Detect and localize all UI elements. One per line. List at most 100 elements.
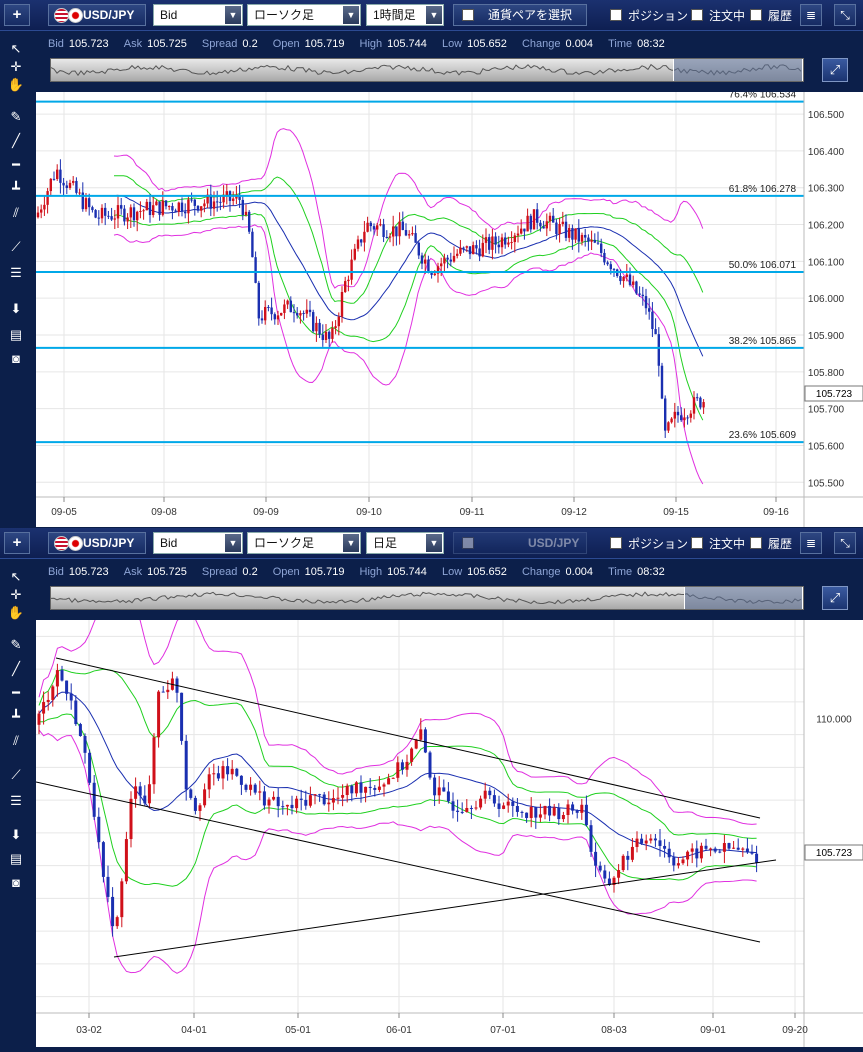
- candle-body: [612, 877, 616, 886]
- vertical-line-icon[interactable]: ┻: [12, 181, 20, 196]
- upper-trendline[interactable]: [55, 657, 761, 819]
- zoom-fit-icon[interactable]: ⤢: [822, 58, 848, 82]
- crosshair-icon[interactable]: ✛: [10, 59, 22, 74]
- timeframe-select[interactable]: 1時間足 ▼: [366, 4, 444, 26]
- candle-body: [145, 201, 148, 211]
- candle-body: [459, 247, 462, 254]
- horizontal-line-icon[interactable]: ━: [12, 157, 20, 172]
- fan-icon[interactable]: ⟋: [11, 239, 21, 254]
- position-checkbox[interactable]: [610, 537, 622, 549]
- pen-icon[interactable]: ✎: [10, 109, 22, 124]
- fibonacci-icon[interactable]: ☰: [10, 793, 22, 808]
- candle-body: [267, 306, 270, 308]
- menu-icon[interactable]: ≣: [800, 4, 822, 26]
- camera-icon[interactable]: ◙: [12, 875, 20, 890]
- candle-body: [481, 242, 484, 257]
- download-icon[interactable]: ⬇: [10, 827, 22, 842]
- vertical-line-icon[interactable]: ┻: [12, 709, 20, 724]
- candle-body: [713, 848, 717, 852]
- pen-icon[interactable]: ✎: [10, 637, 22, 652]
- candle-body: [428, 752, 432, 778]
- daily-chart-area[interactable]: 110.000 03-02 04-01 05-01 06-01 07-01 08-03 09…: [35, 578, 863, 1047]
- hand-icon[interactable]: ✋: [7, 77, 25, 92]
- navigator-handle[interactable]: [684, 587, 803, 609]
- list-icon[interactable]: ▤: [9, 327, 23, 342]
- menu-icon[interactable]: ≣: [800, 532, 822, 554]
- candle-body: [72, 180, 75, 183]
- history-checkbox[interactable]: [750, 9, 762, 21]
- candle-body: [308, 795, 312, 806]
- candle-body: [478, 248, 481, 257]
- channel-icon[interactable]: ⫽: [13, 733, 19, 748]
- crosshair-icon[interactable]: ✛: [10, 587, 22, 602]
- navigator-scrollbar[interactable]: [50, 586, 804, 610]
- lower-trendline[interactable]: [35, 781, 761, 943]
- candle-body: [305, 309, 308, 314]
- fan-icon[interactable]: ⟋: [11, 767, 21, 782]
- orders-checkbox[interactable]: [691, 537, 703, 549]
- currency-pair-button[interactable]: USD/JPY: [48, 4, 146, 26]
- candle-body: [398, 221, 401, 237]
- navigator-handle[interactable]: [673, 59, 803, 81]
- price-type-select[interactable]: Bid ▼: [153, 4, 243, 26]
- candle-body: [120, 205, 123, 209]
- candle-body: [318, 322, 321, 335]
- candle-body: [755, 853, 759, 863]
- navigator-scrollbar[interactable]: [50, 58, 804, 82]
- candle-body: [94, 210, 97, 218]
- candle-body: [649, 838, 653, 841]
- candle-body: [353, 248, 356, 260]
- chart-style-select[interactable]: ローソク足 ▼: [247, 532, 361, 554]
- candle-body: [417, 242, 420, 256]
- candle-body: [74, 700, 78, 725]
- chart-style-select[interactable]: ローソク足 ▼: [247, 4, 361, 26]
- candle-body: [206, 194, 209, 204]
- candle-body: [658, 840, 662, 846]
- candle-body: [446, 791, 450, 802]
- candle-body: [411, 233, 414, 235]
- select-pair-checkbox[interactable]: [462, 9, 474, 21]
- price-type-select[interactable]: Bid ▼: [153, 532, 243, 554]
- zoom-fit-icon[interactable]: ⤢: [822, 586, 848, 610]
- add-chart-button[interactable]: +: [4, 532, 30, 554]
- candle-body: [203, 789, 207, 806]
- pointer-icon[interactable]: ↖: [10, 569, 22, 584]
- timeframe-select[interactable]: 日足 ▼: [366, 532, 444, 554]
- candle-body: [244, 211, 248, 215]
- history-label: 履歴: [768, 9, 793, 23]
- collapse-icon[interactable]: ⤡: [834, 532, 856, 554]
- trendline-icon[interactable]: ╱: [12, 133, 20, 148]
- candle-body: [372, 226, 376, 230]
- orders-checkbox[interactable]: [691, 9, 703, 21]
- candle-body: [120, 881, 124, 918]
- position-checkbox[interactable]: [610, 9, 622, 21]
- currency-pair-button[interactable]: USD/JPY: [48, 532, 146, 554]
- candle-body: [452, 255, 456, 262]
- candle-body: [322, 794, 326, 805]
- support-trendline[interactable]: [113, 859, 777, 958]
- daily-candlestick-chart[interactable]: 110.000 03-02 04-01 05-01 06-01 07-01 08-03 09…: [35, 578, 863, 1047]
- pointer-icon[interactable]: ↖: [10, 41, 22, 56]
- trendline-icon[interactable]: ╱: [12, 661, 20, 676]
- candle-body: [258, 791, 262, 793]
- candle-body: [190, 199, 193, 201]
- candle-body: [672, 857, 676, 866]
- history-checkbox[interactable]: [750, 537, 762, 549]
- download-icon[interactable]: ⬇: [10, 301, 22, 316]
- add-chart-button[interactable]: +: [4, 4, 30, 26]
- y-tick-label: 105.600: [808, 441, 845, 452]
- horizontal-line-icon[interactable]: ━: [12, 685, 20, 700]
- hand-icon[interactable]: ✋: [7, 605, 25, 620]
- candle-body: [593, 239, 596, 243]
- list-icon[interactable]: ▤: [9, 851, 23, 866]
- collapse-icon[interactable]: ⤡: [834, 4, 856, 26]
- y-tick-label: 106.000: [808, 294, 845, 305]
- channel-icon[interactable]: ⫽: [13, 205, 19, 220]
- camera-icon[interactable]: ◙: [12, 351, 20, 366]
- hourly-chart-area[interactable]: 76.4% 106.534 61.8% 106.278 50.0% 106.071 3…: [36, 90, 863, 527]
- hourly-candlestick-chart[interactable]: 76.4% 106.534 61.8% 106.278 50.0% 106.071 3…: [36, 90, 863, 527]
- candle-body: [594, 851, 598, 866]
- fibonacci-icon[interactable]: ☰: [10, 265, 22, 280]
- candle-body: [404, 230, 408, 236]
- select-pair-button[interactable]: 通貨ペアを選択: [453, 4, 587, 26]
